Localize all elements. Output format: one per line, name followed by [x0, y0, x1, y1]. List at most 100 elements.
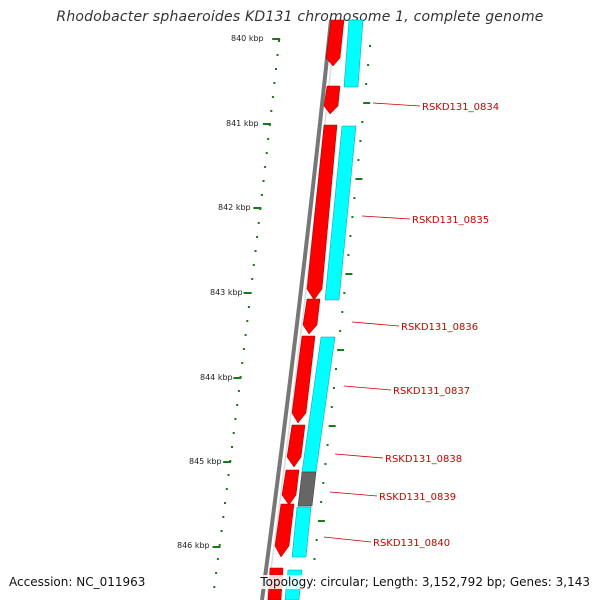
feature-tick [355, 178, 363, 180]
ruler-dot [257, 222, 260, 224]
ruler-dot [213, 586, 216, 588]
feature-block[interactable] [343, 19, 364, 88]
ruler-dot [224, 502, 226, 504]
feature-block[interactable] [291, 506, 312, 558]
ruler-dot [278, 40, 280, 42]
feature-tick [357, 159, 360, 161]
ruler-dot [270, 110, 273, 112]
map-title: Rhodobacter sphaeroides KD131 chromosome… [56, 9, 544, 25]
feature-tick [367, 64, 370, 66]
ruler-tick [272, 38, 281, 40]
tick-label: 842 kbp [218, 203, 251, 212]
feature-tick [330, 406, 333, 408]
ruler-tick [253, 207, 262, 209]
feature-block-gray[interactable] [297, 471, 317, 507]
callout-line [334, 453, 384, 459]
feature-tick [359, 140, 362, 142]
ruler-dot [241, 362, 244, 364]
callout-line [323, 536, 372, 543]
feature-tick [320, 501, 323, 503]
tick-label: 845 kbp [189, 457, 222, 466]
feature-tick [328, 425, 336, 427]
ruler-tick [243, 292, 252, 294]
feature-tick [326, 444, 329, 446]
ruler-dot [220, 530, 223, 532]
cds-block[interactable] [302, 298, 321, 335]
feature-tick [363, 102, 371, 104]
feature-tick [369, 45, 371, 47]
ruler-dot [242, 348, 245, 350]
ruler-dot [254, 250, 257, 252]
ruler-dot [256, 236, 259, 238]
accession-text: Accession: NC_011963 [9, 575, 146, 589]
feature-tick [345, 273, 353, 275]
feature-tick [339, 330, 342, 332]
ruler-tick [233, 377, 242, 379]
tick-label: 843 kbp [210, 288, 243, 297]
feature-tick [313, 558, 316, 560]
ruler-dot [276, 54, 279, 56]
cds-block[interactable] [281, 469, 300, 506]
cds-block[interactable] [291, 335, 316, 424]
ruler-dot [232, 432, 235, 434]
gene-label[interactable]: RSKD131_0835 [412, 215, 489, 226]
gene-label[interactable]: RSKD131_0837 [393, 386, 470, 397]
cds-block[interactable] [306, 124, 338, 301]
ruler-tick [212, 546, 221, 548]
tick-label: 844 kbp [200, 373, 233, 382]
cds-block[interactable] [323, 85, 341, 115]
ruler-dot [247, 306, 250, 308]
ruler-ticks [212, 38, 281, 548]
ruler-dot [234, 418, 237, 420]
feature-block[interactable] [324, 125, 357, 301]
ruler-dot [237, 390, 240, 392]
ruler-dot [244, 334, 247, 336]
ruler-dot [246, 320, 249, 322]
feature-tick [341, 311, 344, 313]
ruler-dot [267, 138, 270, 140]
ruler-tick [262, 123, 271, 125]
ruler-tick [223, 461, 232, 463]
gene-label[interactable]: RSKD131_0838 [385, 454, 462, 465]
feature-tick [351, 216, 354, 218]
ruler-dot [216, 558, 219, 560]
callout-line [351, 321, 400, 327]
feature-tick [337, 349, 345, 351]
gene-label[interactable]: RSKD131_0836 [401, 322, 478, 333]
kbp-labels: 840 kbp 841 kbp 842 kbp 843 kbp 844 kbp … [177, 34, 264, 550]
gene-label[interactable]: RSKD131_0840 [373, 538, 450, 549]
ruler-dot [265, 152, 268, 154]
gene-callouts [323, 102, 421, 543]
callout-line [343, 385, 392, 391]
feature-tick [335, 368, 337, 370]
cds-block[interactable] [274, 503, 295, 558]
ruler-dot [275, 68, 277, 70]
ruler-dot [273, 82, 276, 84]
callout-line [329, 491, 378, 497]
cds-block[interactable] [286, 424, 306, 468]
callout-line [372, 102, 421, 107]
feature-tick [343, 292, 346, 294]
gene-labels: RSKD131_0834 RSKD131_0835 RSKD131_0836 R… [373, 102, 499, 549]
feature-tick [347, 254, 350, 256]
gene-label[interactable]: RSKD131_0839 [379, 492, 456, 503]
feature-tick [361, 121, 364, 123]
tick-label: 840 kbp [231, 34, 264, 43]
feature-tick [349, 235, 352, 237]
tick-label: 841 kbp [226, 119, 259, 128]
ruler-dot [252, 264, 255, 266]
ruler-dot [227, 474, 230, 476]
tick-label: 846 kbp [177, 541, 210, 550]
feature-tick [324, 463, 327, 465]
ruler-dot [218, 544, 221, 546]
gene-label[interactable]: RSKD131_0834 [422, 102, 499, 113]
ruler-dot [251, 278, 254, 280]
ruler-dot [231, 446, 233, 448]
feature-tick [315, 539, 318, 541]
cds-block[interactable] [325, 19, 345, 67]
ruler-dot [264, 166, 267, 168]
cds-track [267, 19, 345, 600]
ruler-dot [222, 516, 225, 518]
ruler-dot [236, 404, 239, 406]
chromosome-backbone [260, 19, 333, 600]
